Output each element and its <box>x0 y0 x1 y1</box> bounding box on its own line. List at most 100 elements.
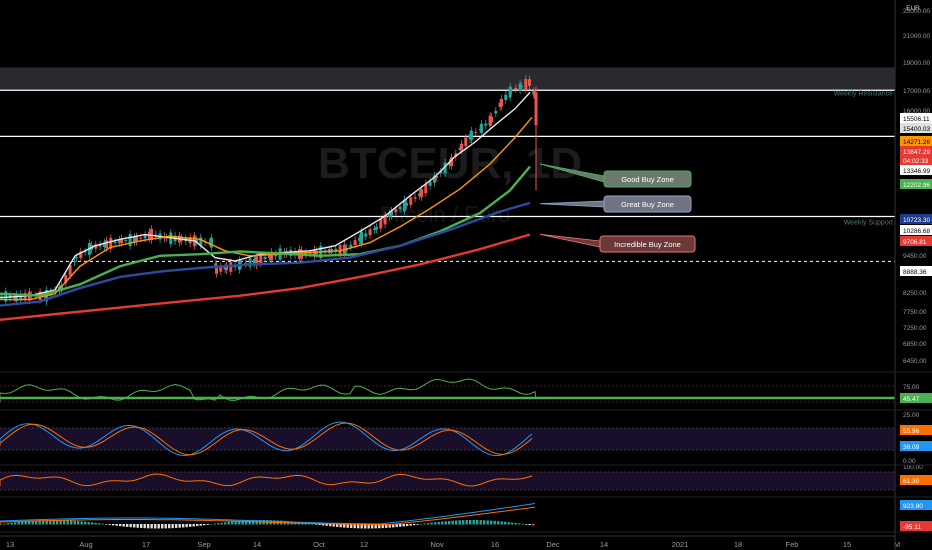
macd-bar <box>329 524 332 527</box>
candle-body <box>64 275 68 283</box>
candle-body <box>375 226 378 230</box>
macd-bar <box>31 520 34 525</box>
macd-bar <box>168 524 171 529</box>
candle-body <box>443 162 447 174</box>
stochastic-panel[interactable] <box>0 421 895 457</box>
price-label: 13346.99 <box>903 168 930 175</box>
price-label-bg <box>900 236 932 246</box>
macd-bar <box>402 524 405 527</box>
stoch-value: 38.09 <box>903 444 920 451</box>
macd-bar <box>500 521 503 525</box>
candle-body <box>132 236 136 243</box>
price-label-bg <box>900 136 932 146</box>
candle-body <box>15 294 18 302</box>
candle-body <box>270 251 273 261</box>
price-tick-label: 19000.00 <box>903 60 930 67</box>
macd-bar <box>532 524 535 526</box>
stoch-value: 55.96 <box>903 428 920 435</box>
x-tick-label: Dec <box>546 540 560 549</box>
callout-box-0[interactable] <box>603 170 692 188</box>
price-label: 8888.36 <box>903 269 927 276</box>
callout-box-1[interactable] <box>603 195 692 213</box>
macd-bar <box>157 524 160 529</box>
macd-bar <box>353 524 356 529</box>
candle-body <box>308 253 312 255</box>
macd-value-bg <box>900 500 932 510</box>
macd-bar <box>458 520 461 525</box>
x-tick-label: 13 <box>6 540 14 549</box>
price-tick-label: 17000.00 <box>903 88 930 95</box>
macd-panel[interactable] <box>0 503 536 529</box>
macd-bar <box>245 520 248 525</box>
oscillator-panel-3[interactable] <box>0 471 895 491</box>
candle-body <box>500 98 503 107</box>
macd-bar <box>105 524 108 525</box>
macd-bar <box>420 523 423 525</box>
macd-bar <box>434 522 437 525</box>
candle-body <box>405 202 408 206</box>
macd-signal-line <box>0 506 536 525</box>
macd-bar <box>0 524 3 525</box>
macd-bar <box>311 523 314 525</box>
x-tick-label: 15 <box>843 540 851 549</box>
macd-bar <box>472 520 475 525</box>
x-tick-label: Feb <box>786 540 799 549</box>
macd-bar <box>315 524 318 525</box>
macd-value: -95.11 <box>903 524 921 531</box>
macd-bar <box>234 521 237 525</box>
macd-bar <box>185 524 188 528</box>
candle-body <box>124 240 128 242</box>
macd-bar <box>42 520 45 525</box>
macd-bar <box>507 522 510 525</box>
price-tick-label: 21000.00 <box>903 33 930 40</box>
candle-body <box>490 116 493 123</box>
x-tick-label: 12 <box>360 540 368 549</box>
price-label-bg <box>900 123 932 133</box>
callout-box-2[interactable] <box>599 235 696 253</box>
candle-body <box>409 197 413 205</box>
candle-body <box>215 265 218 274</box>
candle-body <box>480 123 483 133</box>
candle-body <box>117 239 121 244</box>
macd-value-bg <box>900 521 932 531</box>
candle-body <box>207 242 211 244</box>
macd-bar <box>112 524 115 526</box>
macd-bar <box>94 522 97 525</box>
candle-body <box>387 213 391 217</box>
price-tick-label: 9450.00 <box>903 253 927 260</box>
candle-body <box>60 285 63 291</box>
macd-bar <box>465 520 468 525</box>
macd-bar <box>504 521 507 525</box>
x-tick-label: 2021 <box>672 540 689 549</box>
macd-bar <box>248 520 251 525</box>
macd-bar <box>101 523 104 525</box>
price-label-bg <box>900 113 932 123</box>
candle-body <box>349 244 353 247</box>
candle-body <box>72 261 76 263</box>
ma-line-1 <box>0 116 533 301</box>
price-label: 15400.03 <box>903 126 930 133</box>
candle-body <box>368 229 372 236</box>
candle-body <box>68 265 72 276</box>
candle-body <box>460 143 463 151</box>
macd-bar <box>14 522 17 525</box>
candle-body <box>334 248 338 252</box>
macd-line <box>0 503 536 525</box>
macd-bar <box>378 524 381 529</box>
candle-body <box>364 233 368 237</box>
candle-body <box>504 94 508 101</box>
price-label: 9706.81 <box>903 239 927 246</box>
price-tick-label: 7250.00 <box>903 325 927 332</box>
candle-body <box>514 87 518 90</box>
oscillator-panel-1[interactable] <box>0 378 895 403</box>
time-axis[interactable]: 13 Aug 17 Sep 14 Oct 12 Nov 16 Dec 14 2021 18 Feb 15 M <box>0 535 900 549</box>
macd-bar <box>210 523 213 525</box>
candle-body <box>19 293 23 301</box>
macd-bar <box>178 524 181 528</box>
x-tick-label: 17 <box>142 540 150 549</box>
candle-body <box>94 244 98 249</box>
